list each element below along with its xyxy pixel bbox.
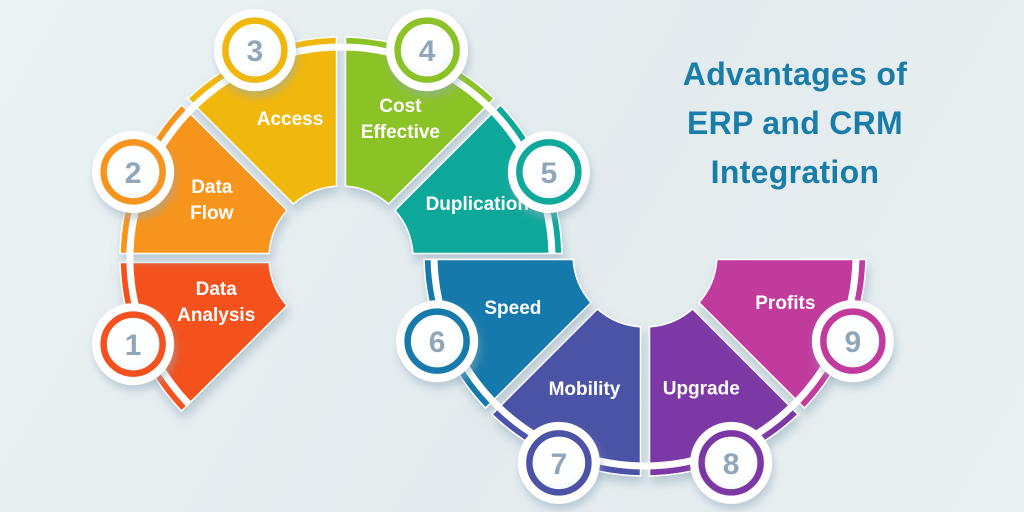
segment-label-9: Profits	[755, 293, 815, 314]
number-badge-7: 7	[517, 421, 600, 504]
segment-label-4: Cost Effective	[361, 96, 440, 143]
badge-color-ring	[516, 139, 582, 205]
number-badge-5: 5	[507, 130, 590, 213]
segment-label-3: Access	[257, 109, 324, 130]
badge-number: 3	[247, 35, 264, 68]
badge-number: 1	[125, 329, 142, 362]
badge-color-ring	[394, 17, 460, 83]
segment-label-8: Upgrade	[663, 379, 740, 400]
badge-number: 4	[419, 35, 436, 68]
number-badge-3: 3	[213, 9, 296, 92]
badge-color-ring	[100, 311, 166, 377]
badge-number: 9	[845, 326, 862, 359]
number-badge-4: 4	[386, 9, 469, 92]
number-badge-6: 6	[396, 300, 479, 383]
segment-label-7: Mobility	[549, 379, 621, 400]
segment-label-6: Speed	[484, 298, 541, 319]
badge-color-ring	[222, 17, 288, 83]
badge-number: 6	[429, 326, 446, 359]
badge-color-ring	[100, 139, 166, 205]
segment-label-5: Duplication	[426, 194, 529, 215]
badge-number: 7	[551, 448, 568, 481]
number-badge-1: 1	[92, 303, 175, 386]
number-badge-2: 2	[92, 130, 175, 213]
badge-color-ring	[698, 430, 764, 496]
title-line-1: Advantages of	[682, 56, 908, 92]
infographic-title: Advantages of ERP and CRM Integration	[645, 50, 945, 197]
number-badge-8: 8	[690, 421, 773, 504]
badge-number: 5	[541, 157, 558, 190]
number-badge-9: 9	[811, 300, 894, 383]
segment-label-1: Data Analysis	[177, 279, 255, 326]
segment-label-2: Data Flow	[190, 177, 233, 224]
title-line-3: Integration	[710, 154, 880, 190]
badge-color-ring	[526, 430, 592, 496]
number-badges-layer: 1 2 3 4 5 6 7 8 9	[92, 9, 894, 504]
title-line-2: ERP and CRM	[686, 105, 904, 141]
badge-number: 8	[723, 448, 740, 481]
badge-color-ring	[820, 308, 886, 374]
badge-color-ring	[404, 308, 470, 374]
badge-number: 2	[125, 157, 142, 190]
segment-labels-layer: Data Analysis Data Flow Access Cost Effective D…	[177, 96, 815, 400]
